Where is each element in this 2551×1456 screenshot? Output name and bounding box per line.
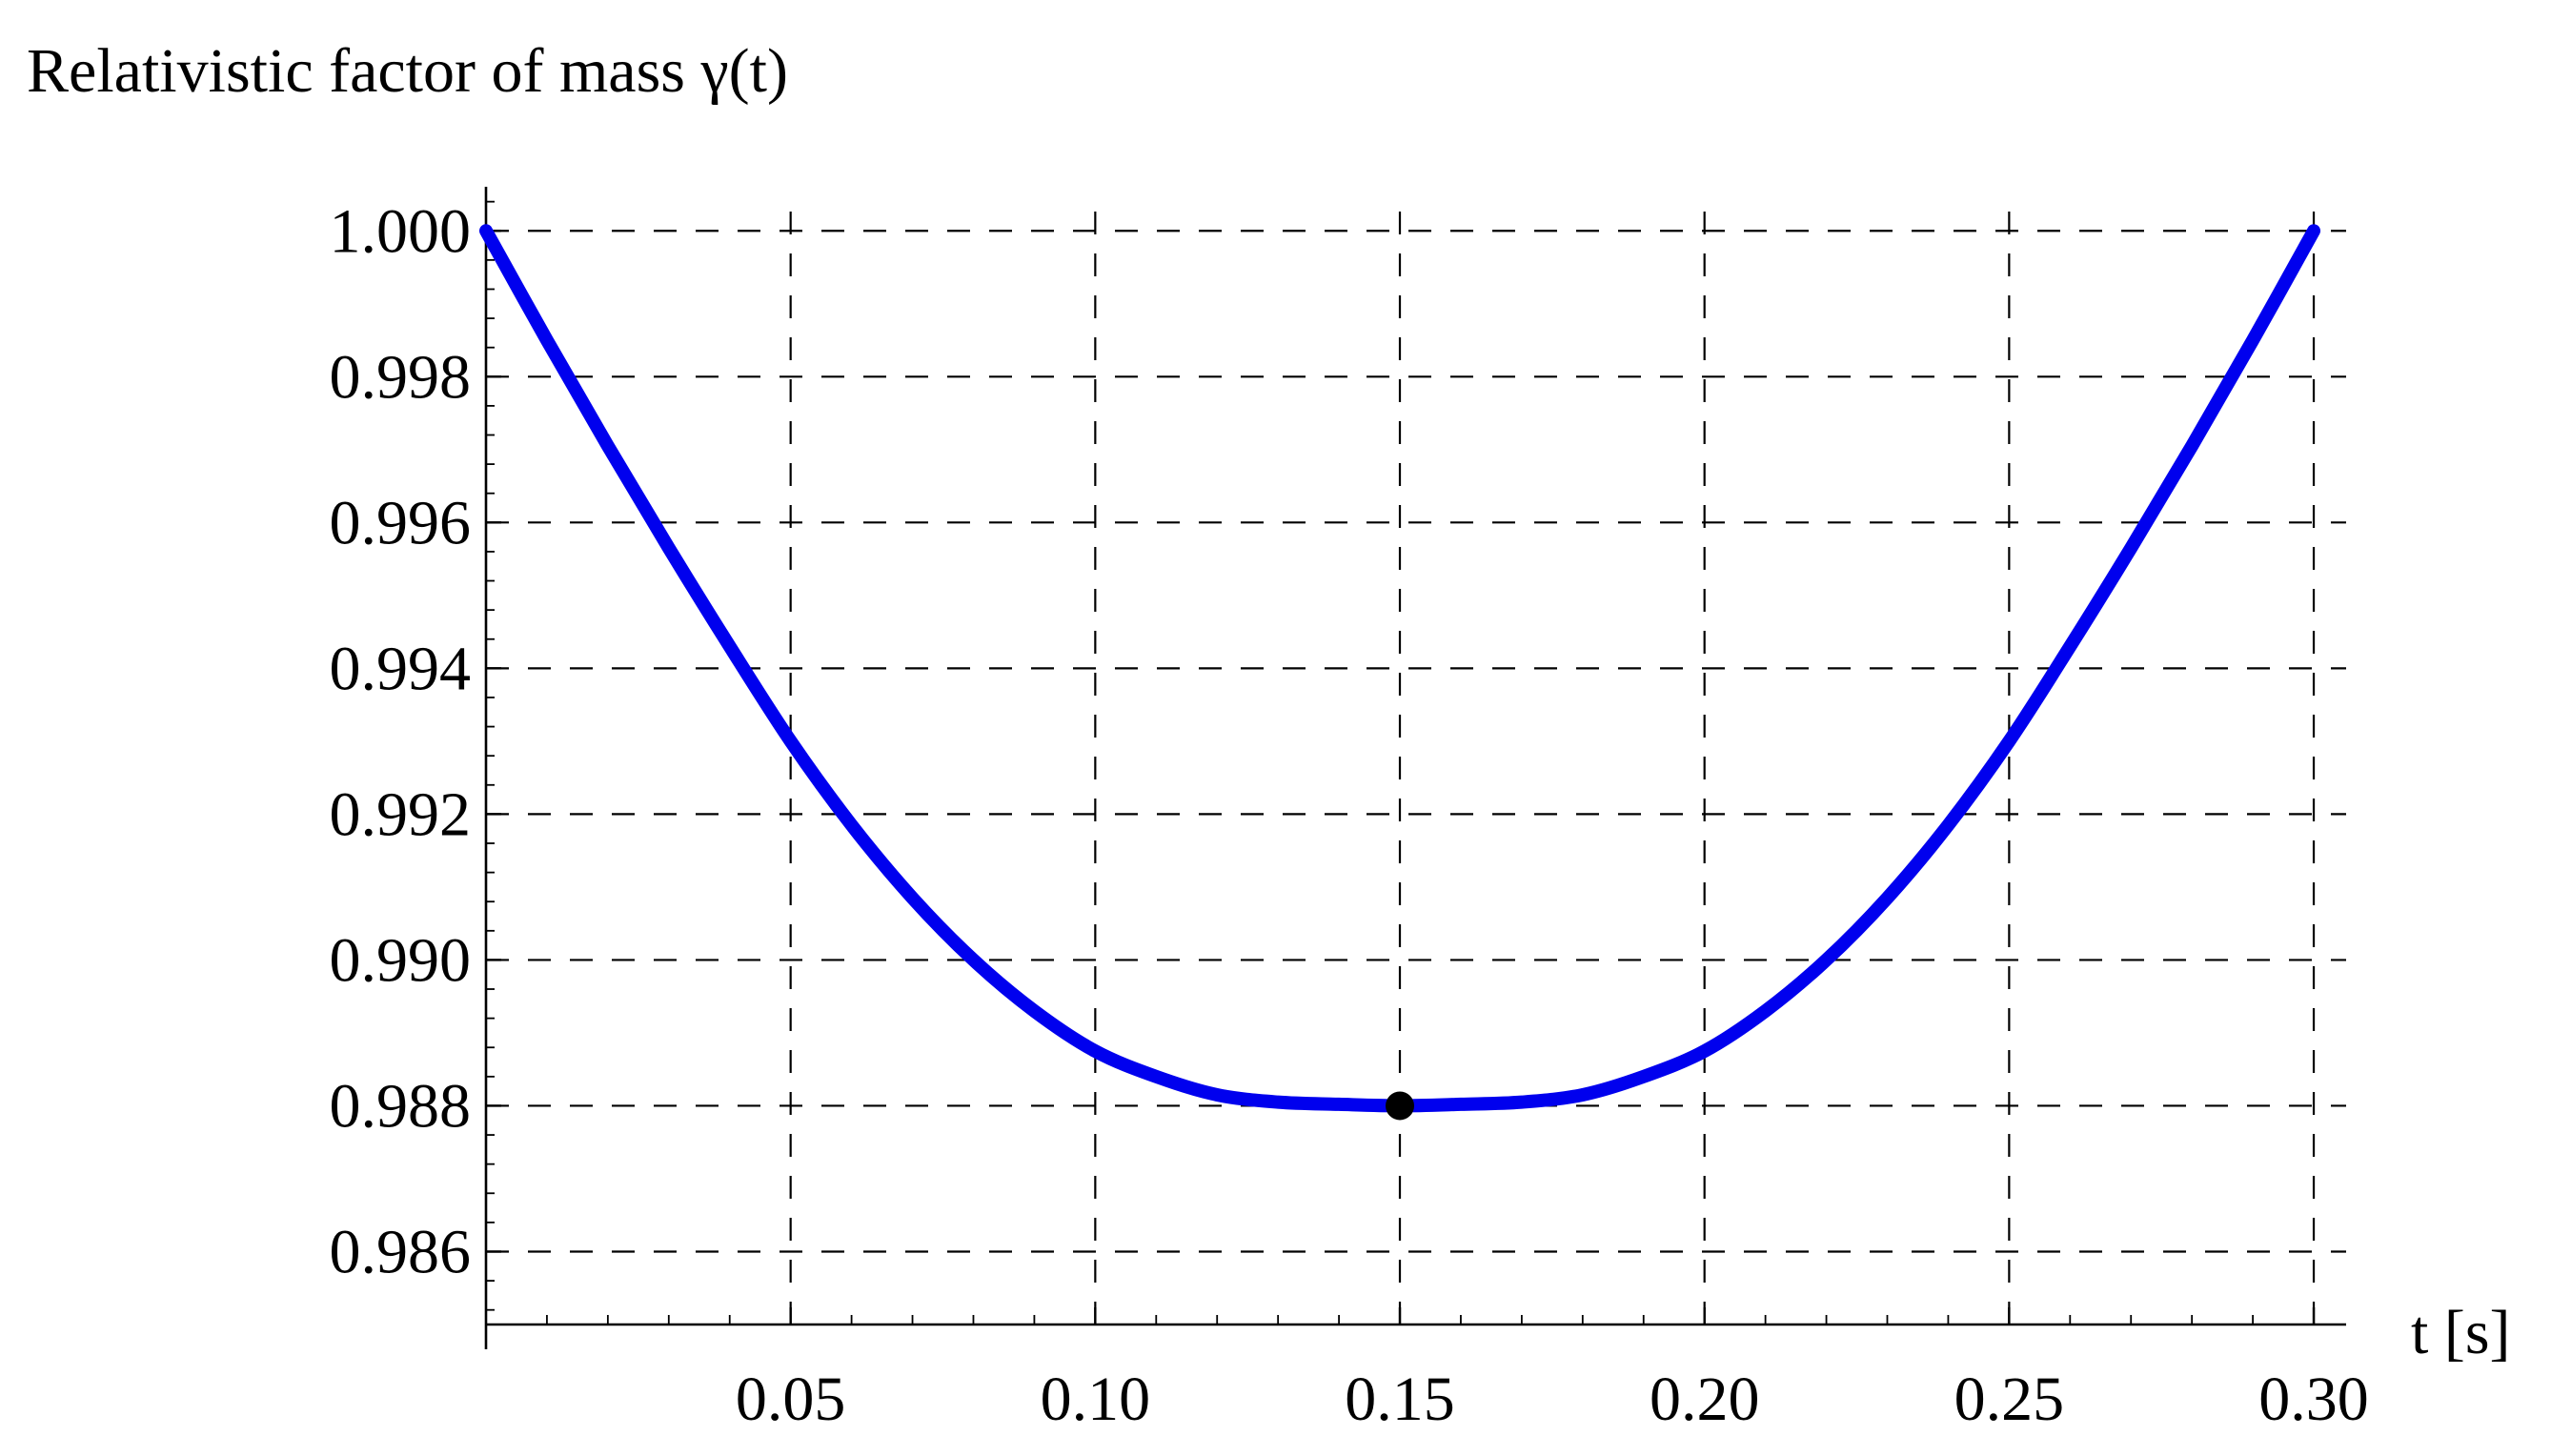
- x-tick-label: 0.30: [2258, 1365, 2369, 1434]
- y-tick-label: 1.000: [330, 196, 472, 266]
- y-tick-label: 0.990: [330, 925, 472, 995]
- y-tick-label: 0.988: [330, 1071, 472, 1141]
- y-tick-label: 0.986: [330, 1217, 472, 1286]
- y-tick-label: 0.992: [330, 779, 472, 849]
- ticks: 0.986 0.988 0.990 0.992 0.994 0.996 0.998 1.000…: [330, 196, 2369, 1434]
- x-tick-label: 0.05: [736, 1365, 846, 1434]
- y-tick-label: 0.994: [330, 634, 472, 703]
- grid: [486, 194, 2346, 1325]
- x-tick-label: 0.10: [1041, 1365, 1151, 1434]
- x-tick-label: 0.25: [1954, 1365, 2065, 1434]
- chart-title: Relativistic factor of mass γ(t): [27, 36, 788, 106]
- y-tick-label: 0.998: [330, 342, 472, 412]
- axes: [484, 187, 2346, 1349]
- x-tick-label: 0.20: [1650, 1365, 1760, 1434]
- y-tick-label: 0.996: [330, 488, 472, 557]
- data-point: [1386, 1091, 1415, 1121]
- x-tick-label: 0.15: [1345, 1365, 1455, 1434]
- x-axis-title: t [s]: [2411, 1298, 2510, 1367]
- points: [1386, 1091, 1415, 1121]
